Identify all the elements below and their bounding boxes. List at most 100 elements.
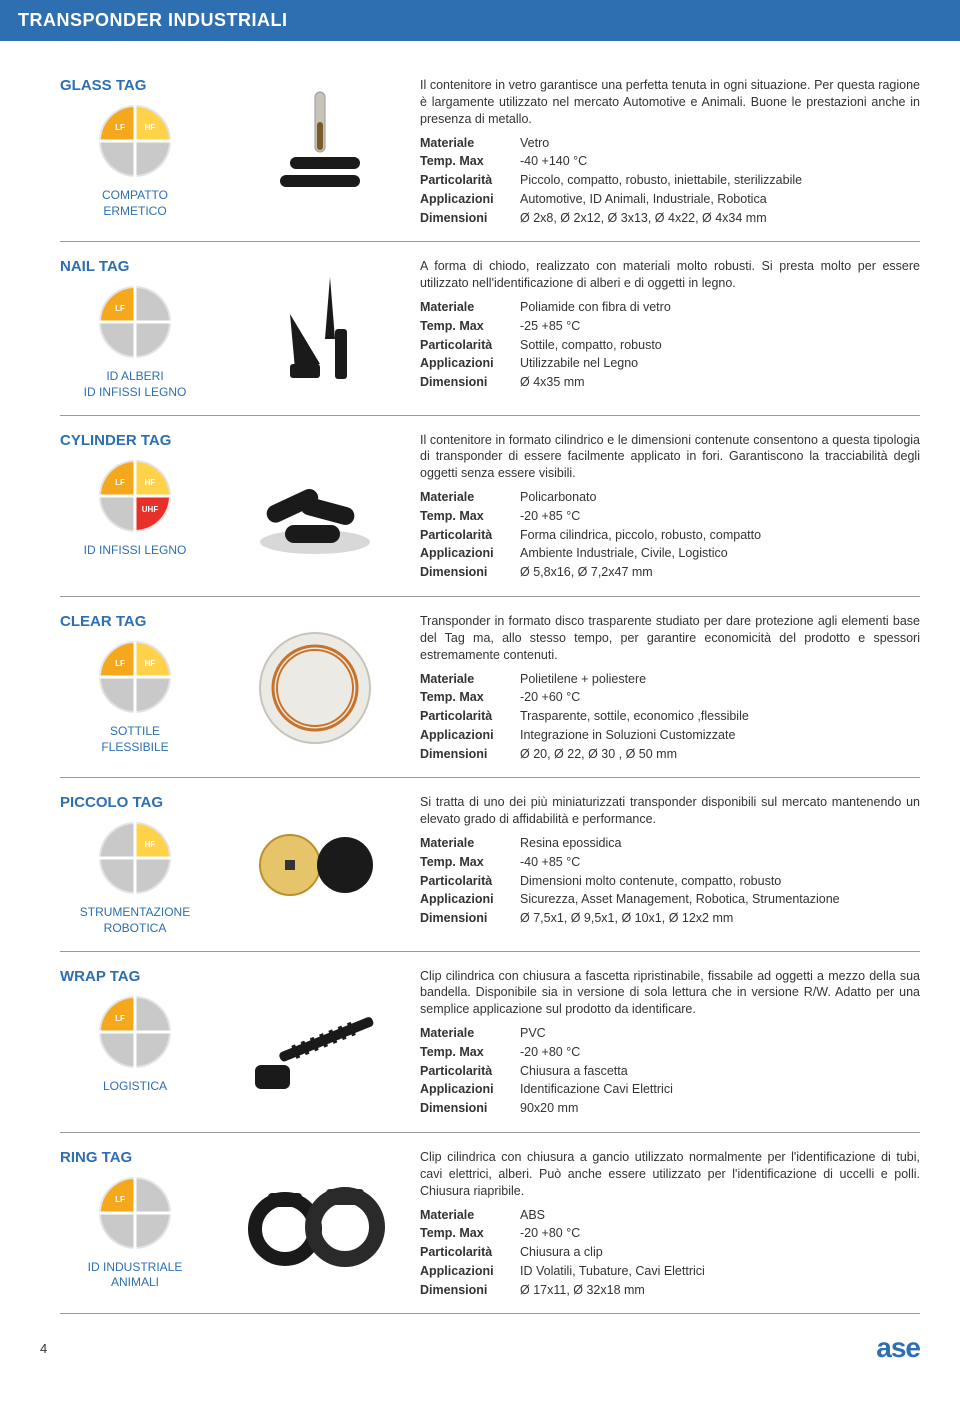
spec-label: Materiale [420, 134, 520, 153]
spec-row: MaterialePVC [420, 1024, 920, 1043]
spec-value: -40 +85 °C [520, 855, 580, 869]
spec-value: Utilizzabile nel Legno [520, 356, 638, 370]
spec-row: ApplicazioniIntegrazione in Soluzioni Cu… [420, 726, 920, 745]
spec-value: Chiusura a clip [520, 1245, 603, 1259]
spec-value: Ø 17x11, Ø 32x18 mm [520, 1283, 645, 1297]
spec-label: Dimensioni [420, 209, 520, 228]
svg-text:HF: HF [145, 840, 156, 849]
product-description-col: Clip cilindrica con chiusura a gancio ut… [420, 1149, 920, 1299]
product-left: CLEAR TAG LF HF SOTTILEFLESSIBILE [60, 613, 210, 763]
spec-label: Applicazioni [420, 544, 520, 563]
product-row: NAIL TAG LF ID ALBERIID INFISSI LEGNO A … [60, 242, 920, 415]
frequency-pie-icon: LF HF [60, 102, 210, 180]
spec-value: -20 +85 °C [520, 509, 580, 523]
product-row: PICCOLO TAG HF STRUMENTAZIONEROBOTICA Si… [60, 778, 920, 951]
frequency-pie-icon: LF [60, 1174, 210, 1252]
spec-value: Sicurezza, Asset Management, Robotica, S… [520, 892, 840, 906]
product-image-icon [230, 77, 400, 227]
page-header: TRANSPONDER INDUSTRIALI [0, 0, 960, 41]
spec-value: Trasparente, sottile, economico ,flessib… [520, 709, 749, 723]
spec-row: DimensioniØ 2x8, Ø 2x12, Ø 3x13, Ø 4x22,… [420, 209, 920, 228]
product-image-icon [230, 794, 400, 936]
frequency-pie-icon: LF [60, 283, 210, 361]
frequency-pie-icon: LF [60, 993, 210, 1071]
spec-value: Ø 4x35 mm [520, 375, 585, 389]
spec-row: MaterialeResina epossidica [420, 834, 920, 853]
spec-row: ParticolaritàPiccolo, compatto, robusto,… [420, 171, 920, 190]
spec-value: Ø 5,8x16, Ø 7,2x47 mm [520, 565, 653, 579]
page-footer: 4 ase [0, 1324, 960, 1376]
spec-label: Temp. Max [420, 1043, 520, 1062]
spec-value: Vetro [520, 136, 549, 150]
spec-row: ApplicazioniAutomotive, ID Animali, Indu… [420, 190, 920, 209]
spec-row: ParticolaritàForma cilindrica, piccolo, … [420, 526, 920, 545]
spec-row: MaterialeVetro [420, 134, 920, 153]
product-left: PICCOLO TAG HF STRUMENTAZIONEROBOTICA [60, 794, 210, 936]
spec-label: Materiale [420, 670, 520, 689]
spec-row: DimensioniØ 7,5x1, Ø 9,5x1, Ø 10x1, Ø 12… [420, 909, 920, 928]
spec-label: Applicazioni [420, 354, 520, 373]
spec-value: -20 +80 °C [520, 1045, 580, 1059]
spec-label: Materiale [420, 1024, 520, 1043]
spec-row: DimensioniØ 5,8x16, Ø 7,2x47 mm [420, 563, 920, 582]
spec-value: -20 +60 °C [520, 690, 580, 704]
product-sublabel: ID INFISSI LEGNO [60, 543, 210, 559]
product-description: Il contenitore in formato cilindrico e l… [420, 432, 920, 483]
product-description-col: Si tratta di uno dei più miniaturizzati … [420, 794, 920, 936]
spec-value: Dimensioni molto contenute, compatto, ro… [520, 874, 781, 888]
spec-label: Dimensioni [420, 909, 520, 928]
product-title: GLASS TAG [60, 77, 210, 94]
product-row: GLASS TAG LF HF COMPATTOERMETICO Il cont… [60, 61, 920, 242]
svg-text:LF: LF [115, 659, 125, 668]
spec-label: Particolarità [420, 526, 520, 545]
spec-value: ID Volatili, Tubature, Cavi Elettrici [520, 1264, 705, 1278]
spec-label: Applicazioni [420, 1080, 520, 1099]
product-row: WRAP TAG LF LOGISTICA [60, 952, 920, 1133]
svg-text:LF: LF [115, 1195, 125, 1204]
spec-value: PVC [520, 1026, 546, 1040]
spec-row: Dimensioni90x20 mm [420, 1099, 920, 1118]
spec-value: Forma cilindrica, piccolo, robusto, comp… [520, 528, 761, 542]
spec-row: Temp. Max-20 +80 °C [420, 1043, 920, 1062]
spec-row: ParticolaritàChiusura a clip [420, 1243, 920, 1262]
spec-label: Temp. Max [420, 1224, 520, 1243]
product-title: PICCOLO TAG [60, 794, 210, 811]
spec-row: DimensioniØ 17x11, Ø 32x18 mm [420, 1281, 920, 1300]
spec-label: Applicazioni [420, 890, 520, 909]
spec-label: Particolarità [420, 1243, 520, 1262]
product-left: NAIL TAG LF ID ALBERIID INFISSI LEGNO [60, 258, 210, 400]
spec-row: MaterialeABS [420, 1206, 920, 1225]
frequency-pie-icon: LF HF UHF [60, 457, 210, 535]
product-sublabel: STRUMENTAZIONEROBOTICA [60, 905, 210, 936]
frequency-pie-icon: HF [60, 819, 210, 897]
spec-label: Dimensioni [420, 373, 520, 392]
spec-value: Ø 20, Ø 22, Ø 30 , Ø 50 mm [520, 747, 677, 761]
spec-row: Temp. Max-20 +85 °C [420, 507, 920, 526]
spec-row: Temp. Max-40 +140 °C [420, 152, 920, 171]
spec-label: Materiale [420, 834, 520, 853]
spec-value: -40 +140 °C [520, 154, 587, 168]
svg-text:LF: LF [115, 304, 125, 313]
product-image-icon [230, 1149, 400, 1299]
spec-value: Poliamide con fibra di vetro [520, 300, 671, 314]
product-row: RING TAG LF ID INDUSTRIALEANIMALI Clip c… [60, 1133, 920, 1314]
spec-row: MaterialePoliamide con fibra di vetro [420, 298, 920, 317]
product-description: A forma di chiodo, realizzato con materi… [420, 258, 920, 292]
spec-label: Temp. Max [420, 317, 520, 336]
spec-row: MaterialePolietilene + poliestere [420, 670, 920, 689]
spec-value: 90x20 mm [520, 1101, 578, 1115]
product-sublabel: ID INDUSTRIALEANIMALI [60, 1260, 210, 1291]
frequency-pie-icon: LF HF [60, 638, 210, 716]
product-sublabel: SOTTILEFLESSIBILE [60, 724, 210, 755]
spec-label: Applicazioni [420, 726, 520, 745]
product-sublabel: COMPATTOERMETICO [60, 188, 210, 219]
spec-label: Materiale [420, 298, 520, 317]
spec-row: Temp. Max-40 +85 °C [420, 853, 920, 872]
spec-value: Ambiente Industriale, Civile, Logistico [520, 546, 728, 560]
spec-value: Chiusura a fascetta [520, 1064, 628, 1078]
product-left: GLASS TAG LF HF COMPATTOERMETICO [60, 77, 210, 227]
product-left: RING TAG LF ID INDUSTRIALEANIMALI [60, 1149, 210, 1299]
spec-row: DimensioniØ 20, Ø 22, Ø 30 , Ø 50 mm [420, 745, 920, 764]
spec-value: -20 +80 °C [520, 1226, 580, 1240]
svg-text:LF: LF [115, 1014, 125, 1023]
